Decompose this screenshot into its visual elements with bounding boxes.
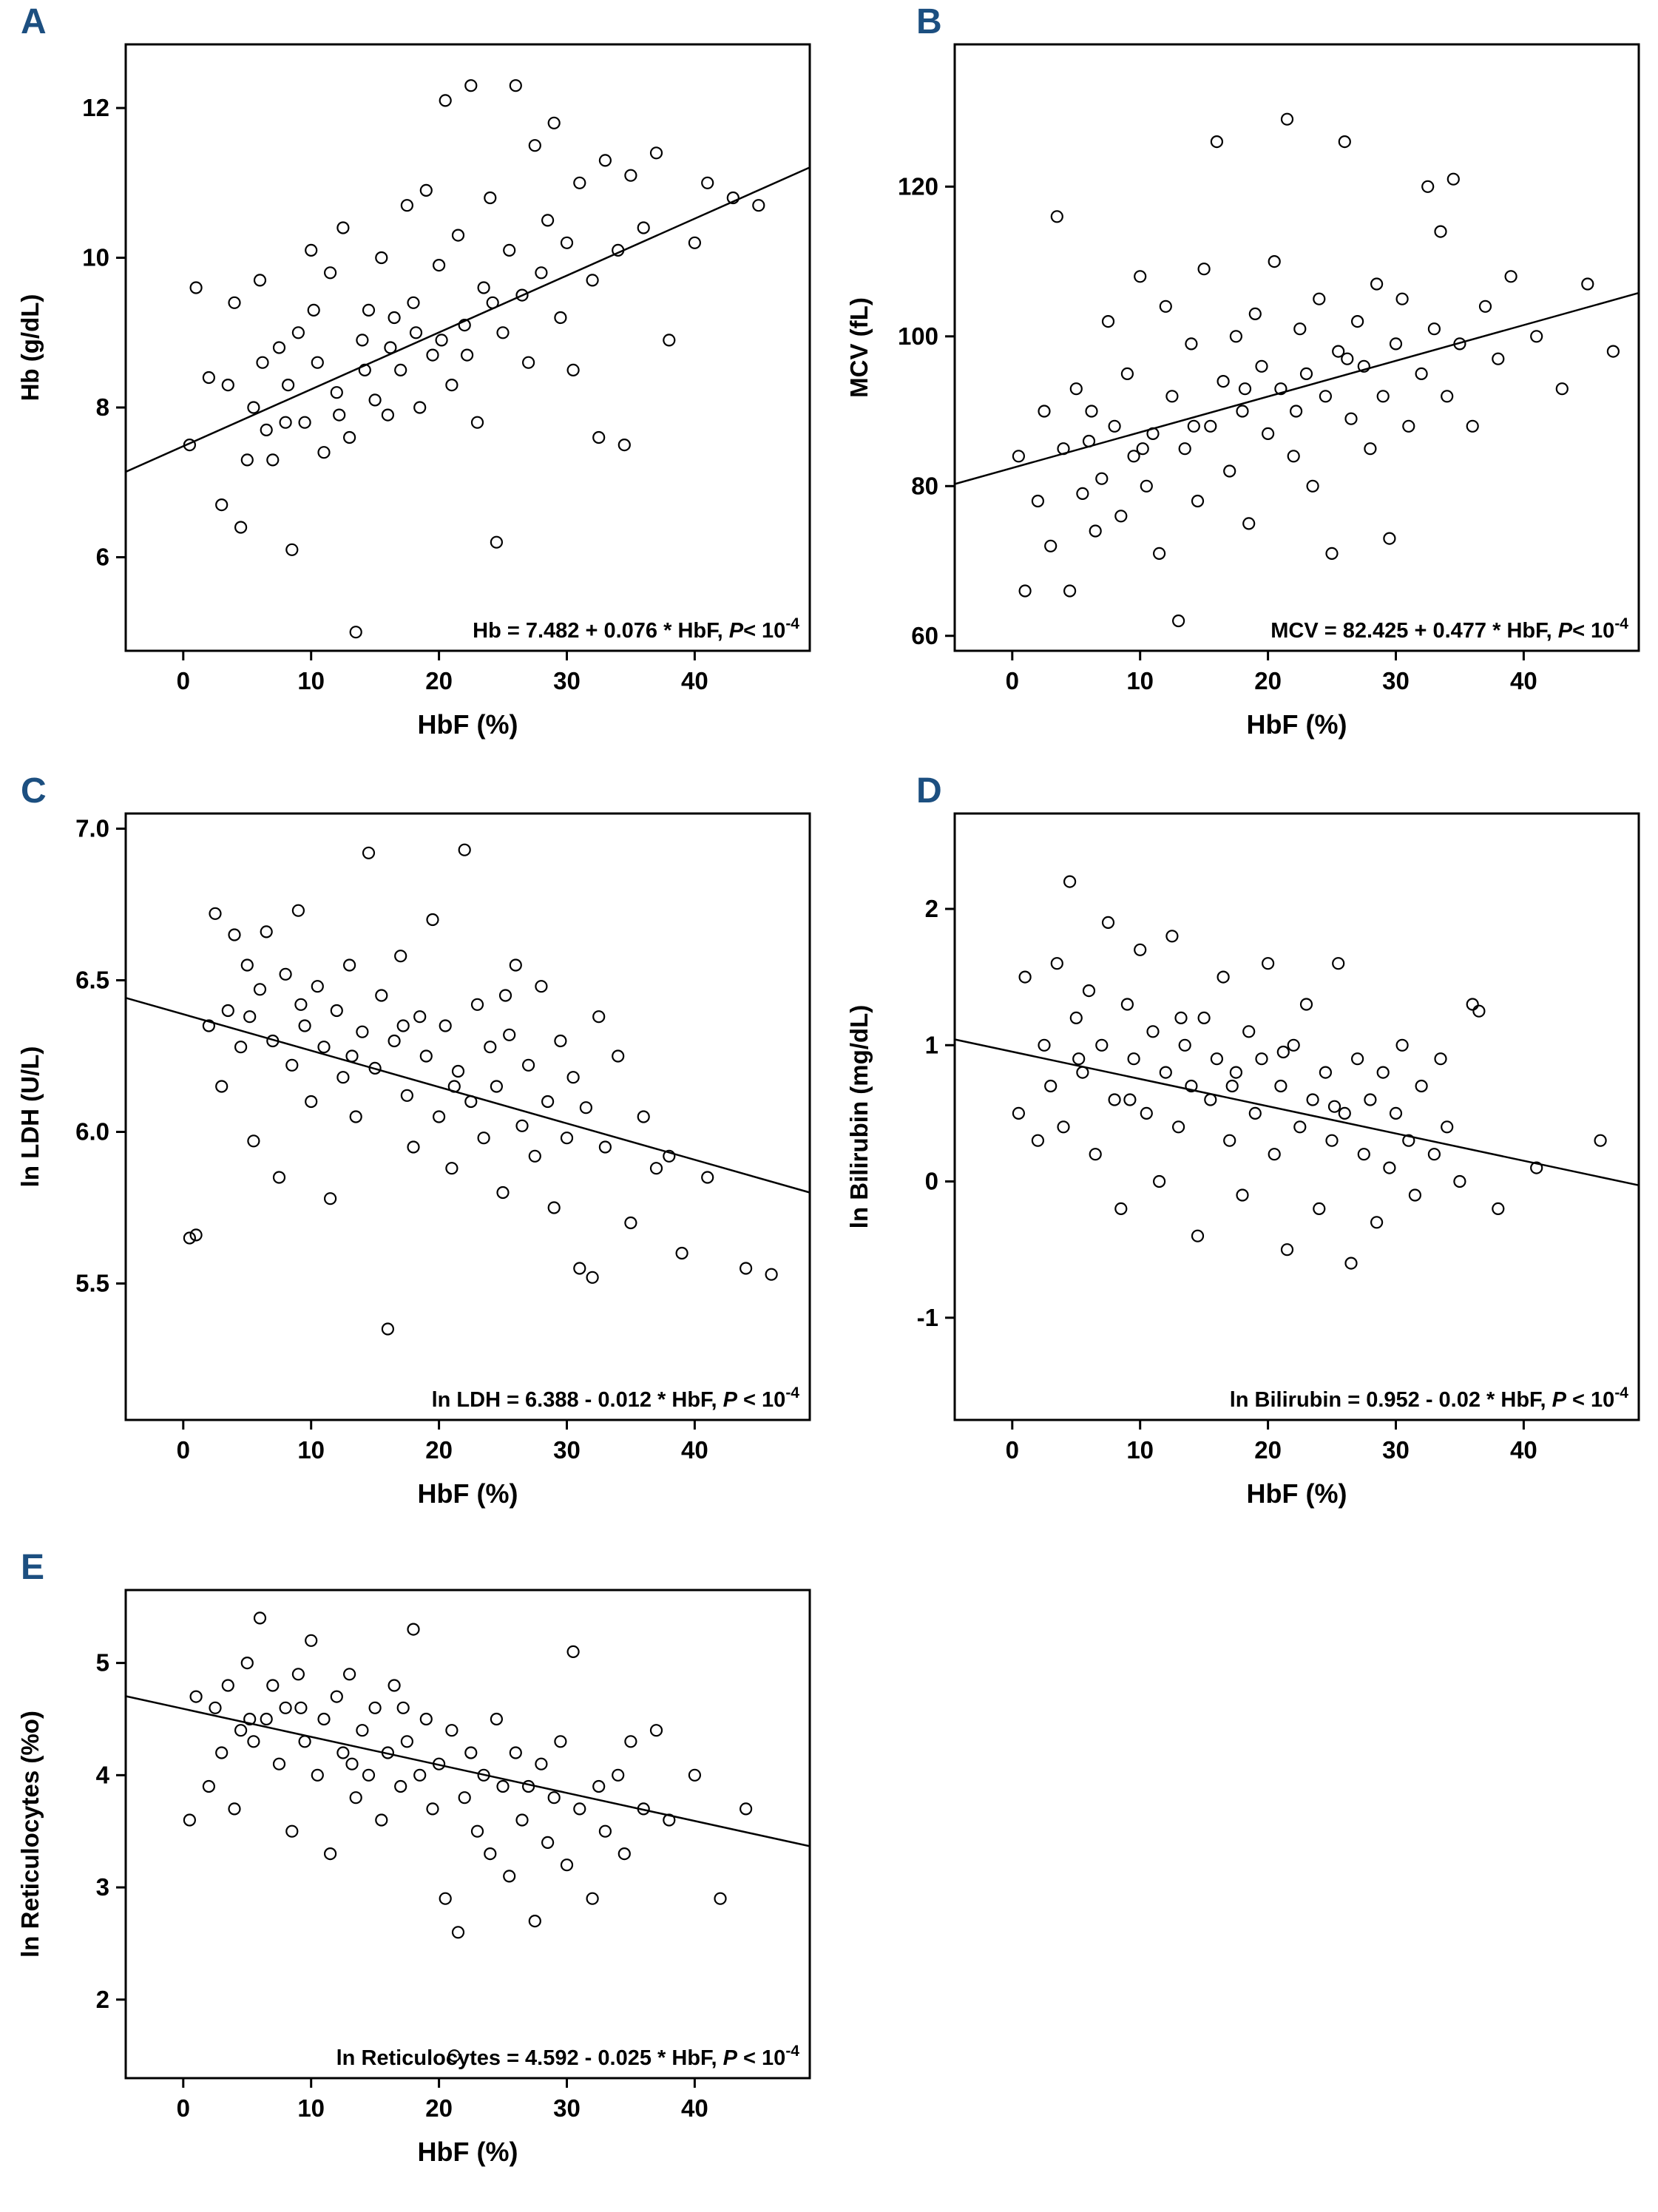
svg-text:30: 30	[553, 667, 581, 694]
svg-text:80: 80	[911, 472, 938, 499]
panel-a: A 0 10 20 30 40 6 8 10 12 Hb = 7.482 + 0.076 * Hb…	[0, 0, 829, 754]
svg-text:10: 10	[297, 1436, 325, 1464]
svg-text:10: 10	[1126, 1436, 1154, 1464]
svg-text:HbF (%): HbF (%)	[418, 1478, 518, 1509]
svg-text:0: 0	[177, 1436, 190, 1464]
svg-text:Hb (g/dL): Hb (g/dL)	[16, 294, 44, 402]
svg-text:20: 20	[1254, 1436, 1282, 1464]
svg-text:0: 0	[1006, 667, 1019, 694]
svg-text:HbF (%): HbF (%)	[418, 709, 518, 740]
svg-text:20: 20	[1254, 667, 1282, 694]
svg-text:Hb = 7.482 + 0.076 * HbF, P< 1: Hb = 7.482 + 0.076 * HbF, P< 10-4	[473, 615, 799, 643]
svg-text:60: 60	[911, 622, 938, 649]
svg-text:20: 20	[425, 2094, 453, 2122]
svg-text:0: 0	[177, 2094, 190, 2122]
svg-text:HbF (%): HbF (%)	[1247, 1478, 1347, 1509]
svg-text:HbF (%): HbF (%)	[1247, 709, 1347, 740]
svg-text:6.0: 6.0	[75, 1118, 109, 1146]
svg-text:40: 40	[1510, 1436, 1537, 1464]
svg-text:10: 10	[297, 667, 325, 694]
scatter-plot-ldh-vs-hbf: 0 10 20 30 40 5.5 6.0 6.5 7.0 ln LDH = 6.388 - 0.…	[16, 812, 811, 1509]
svg-text:20: 20	[425, 667, 453, 694]
svg-text:5: 5	[96, 1649, 109, 1677]
svg-text:10: 10	[82, 244, 109, 271]
svg-text:40: 40	[1510, 667, 1537, 694]
panel-letter-b: B	[916, 2, 942, 41]
svg-text:2: 2	[925, 895, 938, 922]
panel-letter-e: E	[21, 1548, 45, 1587]
svg-text:ln LDH = 6.388 - 0.012 * HbF,: ln LDH = 6.388 - 0.012 * HbF, P < 10-4	[432, 1384, 800, 1412]
svg-text:MCV (fL): MCV (fL)	[845, 297, 873, 398]
svg-text:30: 30	[1382, 1436, 1410, 1464]
svg-text:30: 30	[1382, 667, 1410, 694]
svg-text:120: 120	[898, 172, 938, 200]
svg-text:12: 12	[82, 94, 109, 121]
scatter-plot-reticulocytes-vs-hbf: 0 10 20 30 40 2 3 4 5 ln Reticulocytes = 4.592 - …	[16, 1589, 811, 2167]
svg-text:20: 20	[425, 1436, 453, 1464]
svg-text:MCV = 82.425 + 0.477 * HbF, P: MCV = 82.425 + 0.477 * HbF, P< 10-4	[1270, 615, 1628, 643]
panel-b: B 0 10 20 30 40 60 80 100 120 MCV = 82.425 + 0.47…	[829, 0, 1658, 754]
panel-d: D 0 10 20 30 40 -1 0 1 2 ln Bilirubin = 0.952 - 0…	[829, 769, 1658, 1523]
svg-text:30: 30	[553, 2094, 581, 2122]
svg-text:2: 2	[96, 1986, 109, 2013]
svg-text:0: 0	[177, 667, 190, 694]
svg-text:ln Reticulocytes (%o): ln Reticulocytes (%o)	[16, 1711, 44, 1958]
svg-text:40: 40	[681, 1436, 708, 1464]
svg-text:6: 6	[96, 543, 109, 570]
svg-text:6.5: 6.5	[75, 967, 109, 994]
svg-text:100: 100	[898, 322, 938, 350]
scatter-plot-hb-vs-hbf: 0 10 20 30 40 6 8 10 12 Hb = 7.482 + 0.076 * HbF,…	[16, 43, 811, 740]
panel-e: E 0 10 20 30 40 2 3 4 5 ln Reticulocytes = 4.592 …	[0, 1546, 829, 2212]
svg-text:3: 3	[96, 1873, 109, 1901]
svg-text:-1: -1	[917, 1304, 938, 1331]
panel-letter-a: A	[21, 2, 47, 41]
scatter-plot-mcv-vs-hbf: 0 10 20 30 40 60 80 100 120 MCV = 82.425 + 0.477 …	[845, 43, 1640, 740]
panel-letter-d: D	[916, 771, 942, 811]
svg-text:8: 8	[96, 393, 109, 421]
svg-text:0: 0	[925, 1168, 938, 1195]
svg-text:0: 0	[1006, 1436, 1019, 1464]
svg-text:ln Bilirubin (mg/dL): ln Bilirubin (mg/dL)	[845, 1005, 873, 1228]
svg-text:7.0: 7.0	[75, 815, 109, 842]
svg-text:10: 10	[297, 2094, 325, 2122]
svg-text:30: 30	[553, 1436, 581, 1464]
svg-text:40: 40	[681, 667, 708, 694]
svg-text:ln LDH (U/L): ln LDH (U/L)	[16, 1046, 44, 1188]
svg-text:40: 40	[681, 2094, 708, 2122]
svg-text:HbF (%): HbF (%)	[418, 2137, 518, 2167]
svg-text:4: 4	[96, 1761, 110, 1788]
svg-text:ln Bilirubin = 0.952 - 0.02 *: ln Bilirubin = 0.952 - 0.02 * HbF, P < 1…	[1230, 1384, 1629, 1412]
scatter-plot-bilirubin-vs-hbf: 0 10 20 30 40 -1 0 1 2 ln Bilirubin = 0.952 - 0.0…	[845, 812, 1640, 1509]
panel-letter-c: C	[21, 771, 47, 811]
svg-text:1: 1	[925, 1031, 938, 1058]
svg-text:5.5: 5.5	[75, 1270, 109, 1297]
svg-text:10: 10	[1126, 667, 1154, 694]
panel-c: C 0 10 20 30 40 5.5 6.0 6.5 7.0 ln LDH = 6.388 - …	[0, 769, 829, 1523]
svg-text:ln Reticulocytes = 4.592 - 0.0: ln Reticulocytes = 4.592 - 0.025 * HbF, …	[336, 2043, 800, 2070]
